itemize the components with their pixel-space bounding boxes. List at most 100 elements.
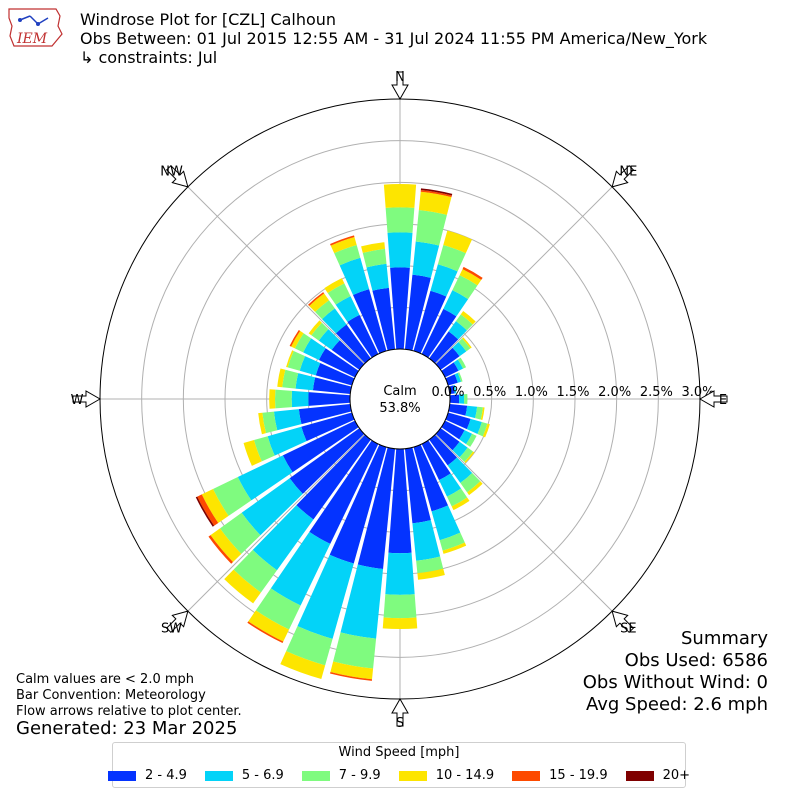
radial-tick-label: 2.0% [598,385,631,400]
windrose-bar-segment [441,420,465,440]
windrose-bar-segment [448,403,468,416]
windrose-bar-segment [457,372,463,382]
flow-arrow-icon [391,697,409,727]
grid-spoke [187,186,365,364]
windrose-bar-segment [446,488,468,507]
windrose-bar-segment [443,230,473,254]
windrose-bar-segment [275,389,292,409]
windrose-bar-segment [282,420,359,473]
windrose-bar-segment [248,610,290,642]
windrose-bar-segment [291,330,304,349]
legend-label: 7 - 9.9 [338,768,381,783]
direction-label: SW [161,621,182,636]
windrose-bar-segment [286,350,294,368]
calm-note: Calm values are < 2.0 mph [16,672,195,687]
windrose-bar-segment [362,248,387,268]
legend-swatch [512,770,541,781]
windrose-bar-segment [480,407,485,420]
windrose-bar-segment [289,329,301,347]
legend-swatch [398,770,427,781]
windrose-bar-segment [324,278,345,293]
windrose-bar-segment [255,588,301,630]
windrose-bar-segment [318,348,359,378]
windrose-bar-segment [340,564,384,639]
windrose-bar-segment [452,441,468,458]
windrose-bar-segment [465,405,478,419]
windrose-bar-segment [417,568,445,580]
windrose-bar-segment [333,632,377,669]
windrose-bar-segment [331,340,365,370]
windrose-bar-segment [273,409,302,431]
windrose-bar-segment [318,329,340,350]
legend-items: 2 - 4.9 5 - 6.9 7 - 9.9 10 - 14.9 15 - 19.9 2… [107,768,690,783]
windrose-bar-segment [294,333,312,353]
windrose-bar-segment [459,447,474,462]
windrose-bar-segment [339,257,370,295]
direction-label: W [71,393,84,408]
calm-value: 53.8% [379,401,420,416]
radial-tick-label: 1.0% [515,385,548,400]
direction-label: E [719,393,727,408]
legend-label: 5 - 6.9 [241,768,284,783]
chart-notes: Calm values are < 2.0 mph Bar Convention… [16,672,242,720]
windrose-bar-segment [385,207,415,233]
summary-obs-without-wind: Obs Without Wind: 0 [582,672,768,693]
calm-circle [349,348,451,450]
windrose-bar-segment [335,324,371,364]
windrose-bar-segment [258,412,266,435]
windrose-bar-segment [252,505,314,571]
windrose-bar-segment [219,512,261,554]
windrose-bar-segment [280,651,326,679]
windrose-bar-segment [303,338,326,360]
windrose-bar-segment [308,392,351,406]
bar-convention-note: Bar Convention: Meteorology [16,688,206,703]
windrose-bar-segment [295,373,316,391]
windrose-bar-segment [289,428,365,494]
windrose-bar-segment [241,478,303,536]
windrose-bar-segment [430,264,458,297]
windrose-bar-segment [457,357,467,369]
windrose-bar-segment [445,412,471,430]
legend-label: 2 - 4.9 [144,768,187,783]
windrose-bar-segment [334,244,361,266]
flow-note: Flow arrows relative to plot center. [16,704,242,719]
windrose-bar-segment [404,447,431,524]
windrose-bar-segment [213,477,252,516]
windrose-bar-segment [210,528,242,562]
windrose-bar-segment [247,621,284,644]
windrose-bar-segment [416,556,444,574]
windrose-bar-segment [475,406,483,420]
windrose-bar-segment [455,314,473,331]
windrose-bar-segment [459,430,473,445]
windrose-bar-segment [282,369,299,389]
summary-title: Summary [681,628,768,649]
radial-tick-label: 1.5% [556,385,589,400]
direction-label: SE [620,621,636,636]
windrose-bar-segment [421,440,451,481]
chart-constraints: ↳ constraints: Jul [80,48,218,67]
summary-obs-used: Obs Used: 6586 [624,650,768,671]
chart-header: Windrose Plot for [CZL] Calhoun Obs Betw… [80,10,707,67]
windrose-bar-segment [466,433,477,447]
windrose-bar-segment [335,296,360,322]
windrose-bar-segment [309,293,330,312]
grid-spoke [435,186,613,364]
windrose-bar-segment [441,362,459,378]
windrose-bar-segment [308,320,322,336]
windrose-bar-segment [387,232,413,268]
calm-label: Calm [383,384,416,399]
grid-spoke [187,434,365,612]
windrose-bar-segment [312,377,352,395]
windrose-bar-segment [454,372,461,383]
windrose-bar-segment [429,434,458,466]
windrose-bar-segment [329,444,387,564]
windrose-bar-segment [435,347,460,370]
legend-item: 20+ [625,768,690,783]
windrose-bar-segment [421,308,457,358]
windrose-bar-segment [412,241,440,278]
generated-date: Generated: 23 Mar 2025 [16,718,238,739]
windrose-bar-segment [463,393,468,405]
windrose-bar-segment [466,418,482,434]
windrose-bar-segment [467,481,483,496]
windrose-bar-segment [462,337,472,349]
